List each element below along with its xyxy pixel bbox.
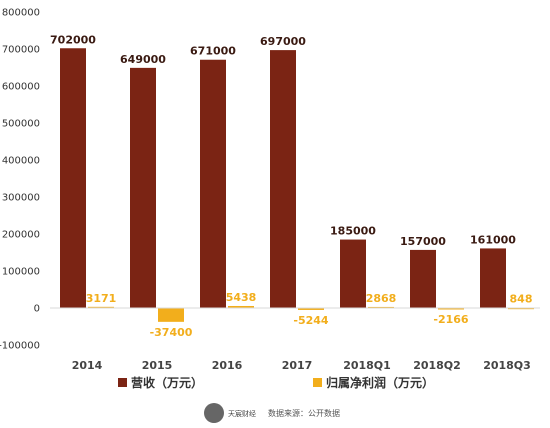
- bars: [60, 48, 534, 322]
- legend: 营收（万元） 归属净利润（万元）: [118, 375, 434, 390]
- data-label-revenue: 157000: [400, 235, 446, 248]
- x-tick-label: 2017: [282, 359, 313, 372]
- legend-swatch-net-profit: [313, 378, 322, 387]
- footer: 天宸财经 数据来源：公开数据: [204, 403, 340, 423]
- y-tick-label: 500000: [2, 119, 40, 130]
- x-tick-label: 2018Q1: [343, 359, 391, 372]
- y-axis: -100000 0 100000 200000 300000 400000 500000 60…: [0, 8, 40, 352]
- bar-revenue: [410, 249, 436, 308]
- x-tick-label: 2018Q3: [483, 359, 531, 372]
- data-label-net-profit: -5244: [293, 314, 329, 327]
- data-label-revenue: 185000: [330, 225, 376, 238]
- data-label-net-profit: 2868: [366, 292, 397, 305]
- y-tick-label: 100000: [2, 267, 40, 278]
- x-tick-label: 2015: [142, 359, 173, 372]
- logo: 天宸财经: [204, 403, 256, 423]
- bar-net-profit: [438, 308, 464, 310]
- bar-revenue: [480, 248, 506, 308]
- bar-revenue: [200, 59, 226, 309]
- logo-icon: [204, 403, 224, 423]
- y-tick-label: 600000: [2, 82, 40, 93]
- data-label-net-profit: 848: [510, 293, 533, 306]
- x-axis: 2014 2015 2016 2017 2018Q1 2018Q2 2018Q3: [50, 307, 540, 372]
- data-label-net-profit: 5438: [226, 291, 257, 304]
- bar-revenue: [130, 67, 156, 309]
- bar-revenue: [270, 50, 296, 309]
- y-tick-label: -100000: [0, 341, 40, 352]
- data-label-net-profit: -37400: [150, 326, 193, 339]
- legend-label-revenue: 营收（万元）: [131, 375, 203, 390]
- data-labels: 702000 3171 649000 -37400 671000 5438 697000 -5…: [50, 33, 532, 339]
- data-label-net-profit: -2166: [433, 313, 469, 326]
- data-source: 数据来源：公开数据: [268, 408, 340, 418]
- y-tick-label: 0: [34, 304, 40, 315]
- bar-net-profit: [298, 308, 324, 310]
- y-tick-label: 800000: [2, 8, 40, 19]
- data-label-revenue: 702000: [50, 33, 96, 46]
- data-label-revenue: 697000: [260, 35, 306, 48]
- x-tick-label: 2014: [72, 359, 103, 372]
- y-tick-label: 300000: [2, 193, 40, 204]
- logo-text: 天宸财经: [228, 409, 256, 418]
- legend-swatch-revenue: [118, 378, 127, 387]
- bar-net-profit: [158, 308, 184, 322]
- data-label-revenue: 161000: [470, 233, 516, 246]
- legend-label-net-profit: 归属净利润（万元）: [326, 375, 434, 390]
- bar-net-profit: [228, 305, 254, 308]
- data-label-revenue: 649000: [120, 53, 166, 66]
- y-tick-label: 400000: [2, 156, 40, 167]
- y-tick-label: 700000: [2, 45, 40, 56]
- x-tick-label: 2016: [212, 359, 243, 372]
- y-tick-label: 200000: [2, 230, 40, 241]
- bar-revenue: [60, 48, 86, 308]
- data-label-net-profit: 3171: [86, 292, 117, 305]
- data-label-revenue: 671000: [190, 45, 236, 58]
- bar-revenue: [340, 239, 366, 308]
- x-tick-label: 2018Q2: [413, 359, 461, 372]
